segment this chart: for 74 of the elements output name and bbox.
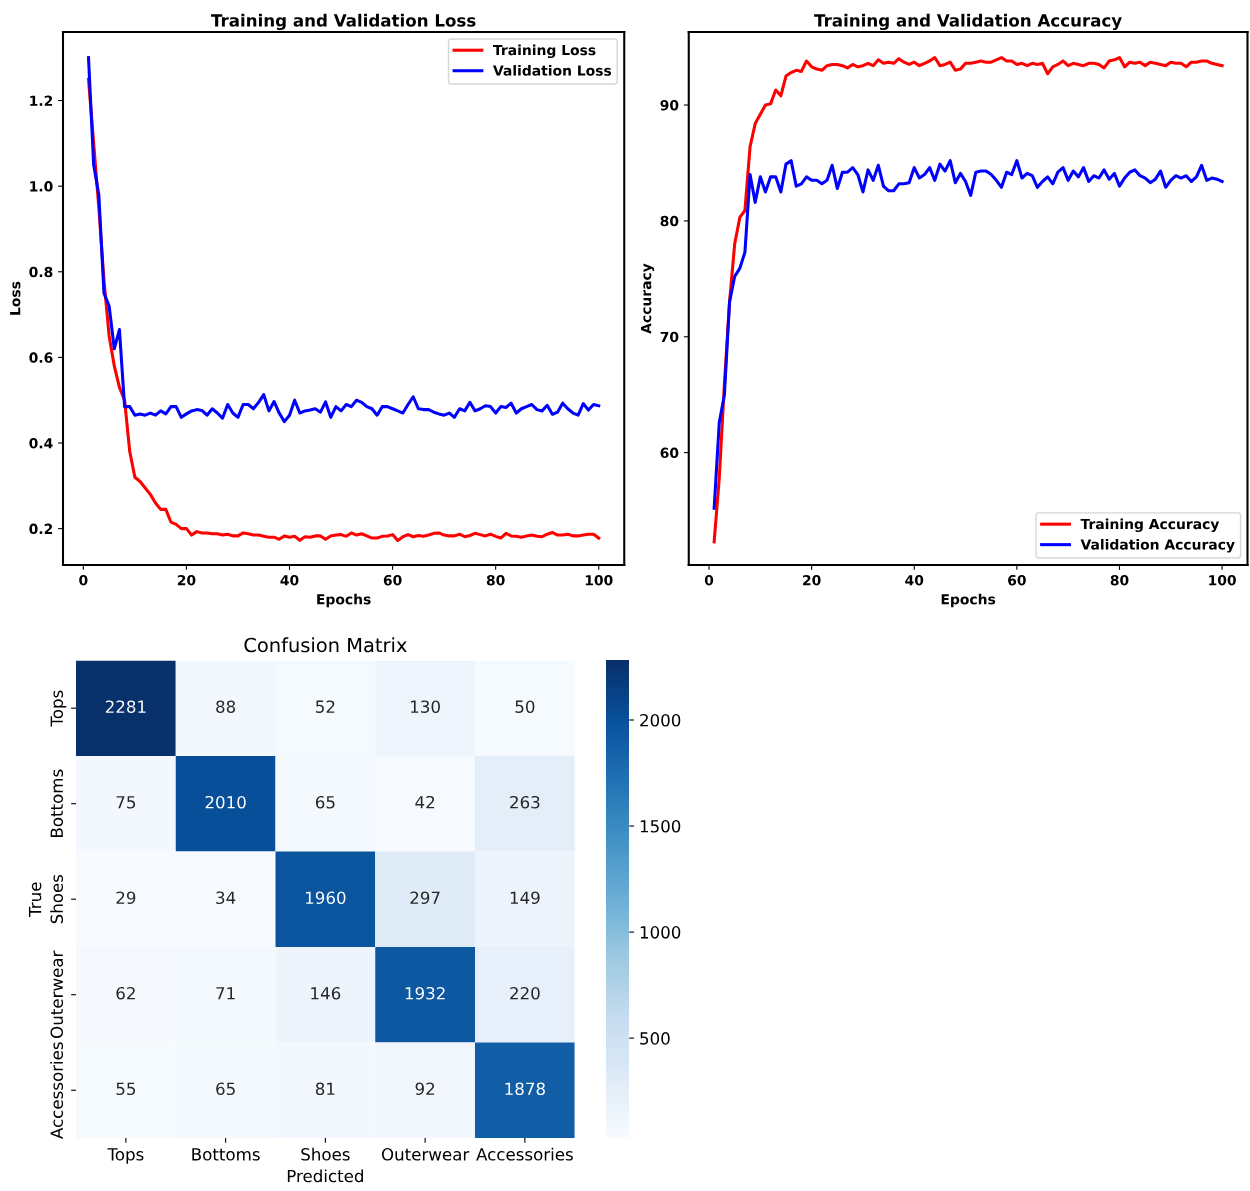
color-bar-label: 500 <box>640 1032 670 1045</box>
data-label: 1932 <box>405 986 445 1000</box>
y-tick-label: Bottoms <box>50 769 64 837</box>
data-label: 130 <box>411 700 440 713</box>
data-label: 149 <box>510 891 540 905</box>
color-bar-label: 1000 <box>640 926 681 939</box>
data-label: 263 <box>510 795 540 809</box>
y-tick-label: 1.2 <box>30 95 53 106</box>
data-label: 1960 <box>306 891 346 905</box>
data-label: 2281 <box>105 700 146 713</box>
y-tick-label: 60 <box>660 447 679 459</box>
data-label: 34 <box>216 891 236 905</box>
data-label: 71 <box>216 987 235 1000</box>
x-tick-label: 0 <box>79 574 88 586</box>
chart-title: Training and Validation Loss <box>211 13 476 31</box>
color-bar-label: 1500 <box>640 820 681 833</box>
data-label: 75 <box>116 796 136 809</box>
data-label: 297 <box>410 891 440 905</box>
chart-title: Confusion Matrix <box>244 637 407 653</box>
data-label: 50 <box>515 700 535 713</box>
data-label: 81 <box>315 1082 335 1096</box>
line-series <box>712 159 1224 510</box>
x-axis-title: Predicted <box>287 1169 363 1183</box>
data-label: 2010 <box>205 795 246 809</box>
x-tick-label: 60 <box>1008 574 1026 586</box>
legend-label: Validation Loss <box>493 65 612 76</box>
y-tick-label: 1.0 <box>30 181 53 192</box>
data-label: 52 <box>316 700 335 713</box>
x-tick-label: 40 <box>905 574 924 586</box>
x-tick-label: 20 <box>803 574 821 586</box>
y-tick-label: 0.2 <box>29 523 53 535</box>
data-label: 1878 <box>505 1082 545 1096</box>
y-tick-label: 70 <box>660 331 679 343</box>
data-label: 42 <box>415 795 435 809</box>
data-label: 62 <box>116 986 135 1000</box>
y-axis-title: True <box>28 882 42 917</box>
y-tick-label: Tops <box>50 690 67 727</box>
x-axis-title: Epochs <box>317 593 371 608</box>
y-tick-label: 0.4 <box>29 437 53 449</box>
x-tick-label: Accessories <box>476 1147 573 1161</box>
x-tick-label: Shoes <box>301 1147 350 1161</box>
x-tick-label: 100 <box>1209 574 1236 586</box>
x-tick-label: Tops <box>107 1148 144 1164</box>
data-label: 65 <box>315 795 335 809</box>
y-axis-title: Accuracy <box>641 263 655 334</box>
x-axis-title: Epochs <box>941 593 996 608</box>
x-tick-label: 60 <box>383 574 402 586</box>
data-label: 88 <box>216 700 236 713</box>
y-tick-label: Shoes <box>50 874 64 924</box>
data-label: 92 <box>415 1082 435 1096</box>
y-axis-title: Loss <box>10 281 21 315</box>
y-tick-label: Outerwear <box>50 950 64 1038</box>
x-tick-label: 100 <box>585 574 613 586</box>
x-tick-label: 80 <box>1110 574 1129 586</box>
color-bar-label: 2000 <box>640 713 681 727</box>
x-tick-label: Bottoms <box>192 1148 260 1161</box>
data-label: 220 <box>510 986 540 1000</box>
y-tick-label: 80 <box>660 215 679 227</box>
x-tick-label: Outerwear <box>381 1148 470 1161</box>
x-tick-label: 40 <box>280 574 299 586</box>
y-tick-label: 0.8 <box>29 266 53 278</box>
y-tick-label: 90 <box>660 100 679 111</box>
legend-label: Validation Accuracy <box>1080 538 1235 553</box>
y-tick-label: 0.6 <box>29 352 53 363</box>
data-label: 146 <box>311 986 341 1000</box>
legend-label: Training Accuracy <box>1080 518 1220 533</box>
legend-label: Training Loss <box>493 44 596 59</box>
data-label: 29 <box>116 891 136 905</box>
data-label: 55 <box>116 1082 136 1096</box>
x-tick-label: 0 <box>704 574 714 586</box>
data-label: 65 <box>216 1082 235 1096</box>
x-tick-label: 20 <box>177 574 196 586</box>
x-tick-label: 80 <box>486 574 505 586</box>
chart-title: Training and Validation Accuracy <box>814 13 1122 31</box>
